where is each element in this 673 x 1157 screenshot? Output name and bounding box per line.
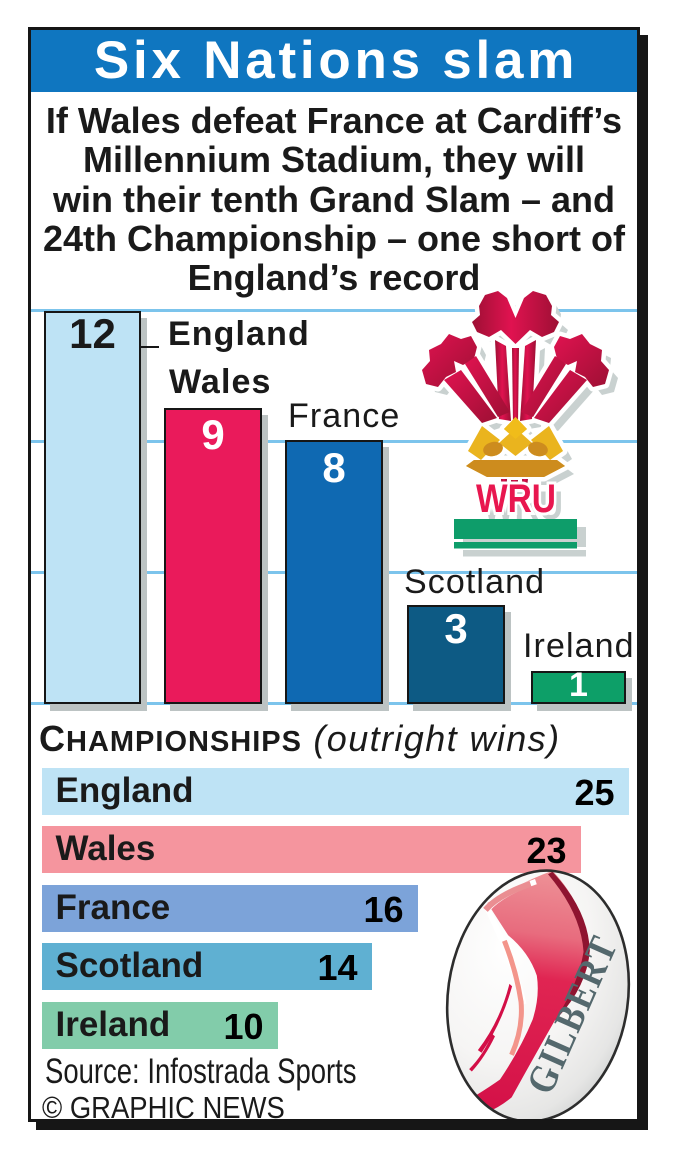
svg-text:WRU: WRU bbox=[476, 477, 556, 521]
